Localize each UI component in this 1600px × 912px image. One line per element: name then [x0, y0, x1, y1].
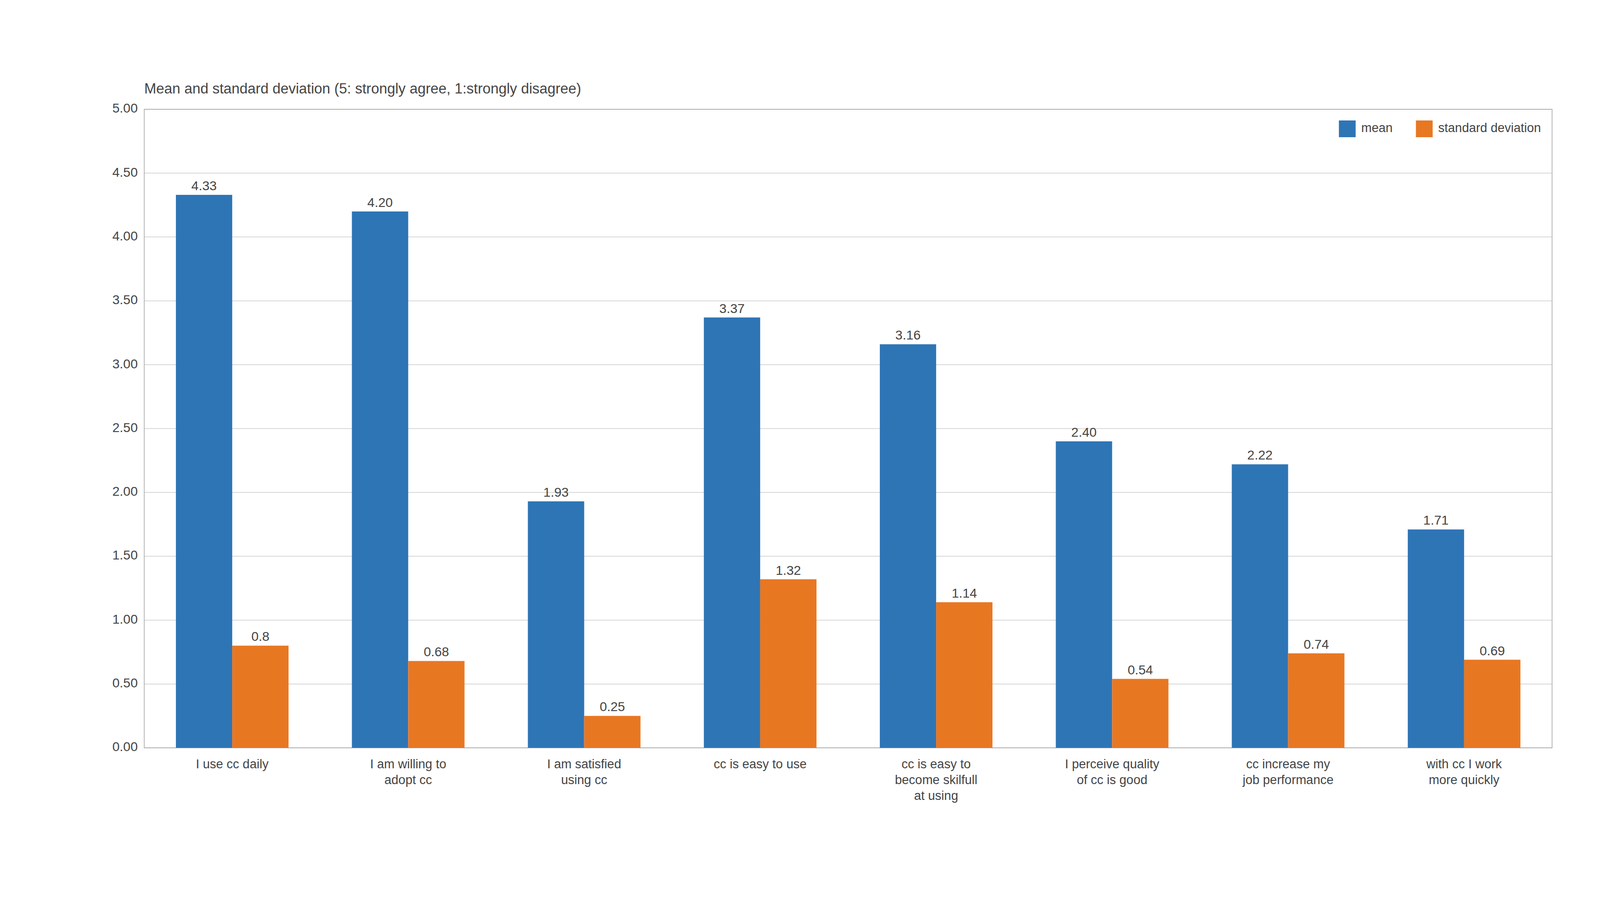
y-tick-label: 4.00 [112, 228, 139, 244]
data-label: 1.93 [543, 485, 570, 500]
y-tick-label: 5.00 [112, 100, 139, 116]
data-label: 0.25 [599, 699, 626, 715]
legend-label: standard deviation [1438, 120, 1541, 135]
bar [528, 501, 585, 749]
bar [703, 317, 761, 749]
y-tick-label: 2.00 [112, 484, 139, 499]
data-label: 4.33 [191, 178, 217, 194]
bar [408, 661, 465, 749]
data-label: 3.37 [719, 301, 745, 316]
bar [1464, 660, 1521, 749]
grid-line [144, 173, 1553, 175]
background [0, 0, 1600, 912]
x-tick-label: I am satisfiedusing cc [547, 757, 622, 788]
y-tick-label: 1.00 [112, 612, 139, 627]
legend-item: mean [1338, 120, 1393, 138]
data-label: 1.14 [951, 586, 978, 601]
bar [1231, 464, 1289, 749]
data-label: 4.20 [367, 195, 394, 210]
data-label: 2.22 [1247, 448, 1273, 463]
bar [1055, 441, 1112, 749]
x-tick-label: I use cc daily [195, 757, 269, 772]
bar [1111, 679, 1169, 749]
data-labels: 4.33 4.20 1.93 3.37 3.16 2.40 2.22 1.71 0.8 0.68 0… [191, 178, 1505, 715]
chart: 0.00 0.50 1.00 1.50 2.00 2.50 3.00 3.50 4.00 4.50… [0, 0, 1600, 912]
x-tick-label: cc is easy tobecome skilfullat using [895, 757, 978, 804]
legend: mean standard deviation [1338, 120, 1541, 138]
y-tick-label: 3.50 [112, 292, 139, 308]
data-label: 1.71 [1423, 513, 1449, 528]
x-tick-label: I perceive qualityof cc is good [1064, 757, 1160, 788]
legend-swatch [1415, 120, 1433, 138]
y-tick-label: 0.00 [112, 739, 139, 755]
data-label: 0.8 [251, 629, 270, 644]
data-label: 1.32 [775, 563, 802, 578]
plot-frame [144, 109, 1553, 749]
x-tick-label: I am willing toadopt cc [370, 757, 447, 788]
x-tick-label: with cc I workmore quickly [1425, 757, 1503, 788]
y-tick-label: 1.50 [112, 548, 139, 563]
data-label: 0.54 [1127, 662, 1154, 678]
data-label: 3.16 [895, 328, 921, 343]
y-tick-label: 4.50 [112, 165, 139, 180]
bar [232, 645, 289, 749]
bar [936, 602, 993, 749]
legend-item: standard deviation [1415, 120, 1541, 138]
x-tick-label: cc increase myjob performance [1242, 757, 1334, 788]
x-tick-label: cc is easy to use [713, 757, 807, 772]
bar [760, 579, 817, 749]
legend-label: mean [1361, 120, 1393, 135]
data-label: 0.69 [1479, 643, 1506, 659]
y-tick-label: 0.50 [112, 676, 139, 691]
y-tick-label: 2.50 [112, 420, 139, 436]
bar [584, 716, 641, 749]
axes: 0.00 0.50 1.00 1.50 2.00 2.50 3.00 3.50 4.00 4.50… [112, 100, 1553, 804]
y-tick-label: 3.00 [112, 356, 139, 372]
data-label: 2.40 [1071, 425, 1098, 440]
grid [144, 109, 1553, 749]
bars [175, 194, 1521, 749]
title: Mean and standard deviation (5: strongly… [144, 80, 582, 97]
data-label: 0.68 [423, 644, 450, 660]
legend-swatch [1338, 120, 1356, 138]
bar [175, 194, 233, 749]
bar [1407, 529, 1465, 749]
bar [351, 211, 409, 749]
bar [1288, 653, 1345, 749]
data-label: 0.74 [1303, 637, 1330, 652]
bar [879, 344, 937, 749]
